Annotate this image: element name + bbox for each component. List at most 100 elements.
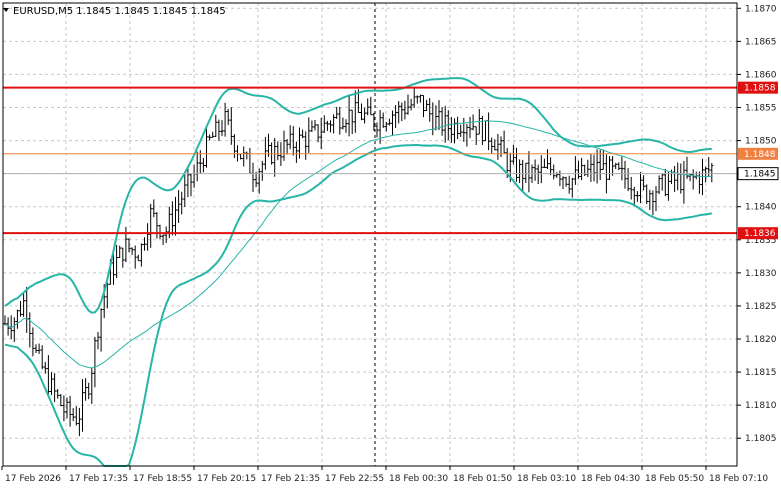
ohlc-bar xyxy=(502,130,506,154)
ohlc-bar xyxy=(533,159,537,181)
ohlc-bar xyxy=(344,119,348,133)
ohlc-bar xyxy=(43,361,47,374)
ohlc-bar xyxy=(660,173,664,191)
ohlc-bar xyxy=(412,86,416,108)
ohlc-bar xyxy=(570,177,574,198)
ohlc-bar xyxy=(65,397,69,419)
ohlc-bar xyxy=(232,134,236,159)
ohlc-bar xyxy=(316,124,320,143)
ohlc-bar xyxy=(707,157,711,177)
ohlc-bar xyxy=(322,115,326,133)
ohlc-bar xyxy=(654,186,658,212)
ohlc-bar xyxy=(598,149,602,181)
ohlc-bar xyxy=(130,247,134,255)
ohlc-bar xyxy=(453,118,456,144)
ohlc-bar xyxy=(353,90,357,133)
ohlc-bar xyxy=(434,105,438,131)
ohlc-bar xyxy=(288,125,292,150)
ohlc-bar xyxy=(177,190,181,223)
ohlc-bar xyxy=(282,130,286,161)
ohlc-bar xyxy=(400,102,404,122)
y-tick-label: 1.1855 xyxy=(745,104,777,114)
ohlc-bar xyxy=(192,164,196,188)
ohlc-bar xyxy=(384,121,388,132)
y-tick-label: 1.1820 xyxy=(745,335,777,345)
x-tick-label: 18 Feb 03:10 xyxy=(517,474,576,484)
ohlc-bar xyxy=(676,162,680,191)
y-tick-label: 1.1840 xyxy=(745,203,777,213)
ohlc-bar xyxy=(673,166,677,192)
ohlc-bar xyxy=(294,141,298,163)
y-tick-label: 1.1860 xyxy=(745,70,777,80)
y-tick-label: 1.1830 xyxy=(745,269,777,279)
ohlc-bar xyxy=(480,115,484,145)
ohlc-bar xyxy=(629,176,633,200)
ohlc-bar xyxy=(201,157,205,173)
ohlc-bar xyxy=(583,164,587,176)
chart-axes: 1.1805 1.1810 1.1815 1.1820 1.1825 1.1830 1.18… xyxy=(1,2,777,484)
ohlc-bar xyxy=(524,162,528,184)
ohlc-bar xyxy=(217,119,221,141)
ohlc-bar xyxy=(620,156,624,181)
ohlc-bar xyxy=(53,373,57,403)
ohlc-bar xyxy=(415,95,419,104)
ohlc-bar xyxy=(592,154,596,182)
ohlc-bar xyxy=(440,107,444,136)
current-price-label: 1.1845 xyxy=(744,170,776,180)
ohlc-bar xyxy=(71,408,75,421)
ohlc-bar xyxy=(325,120,329,131)
ohlc-bar xyxy=(586,159,590,178)
ohlc-bar xyxy=(372,112,376,131)
ohlc-bar xyxy=(112,252,115,285)
current-price-label-bg xyxy=(737,167,779,181)
level-label: 1.1848 xyxy=(744,150,776,160)
ohlc-bar xyxy=(46,355,50,395)
ohlc-bar xyxy=(360,103,363,121)
ohlc-bar xyxy=(474,126,478,146)
ohlc-bar xyxy=(536,164,540,185)
ohlc-bar xyxy=(350,109,354,135)
ohlc-bar xyxy=(589,153,593,182)
ohlc-bar xyxy=(254,171,258,188)
collapse-triangle-icon[interactable] xyxy=(3,8,9,12)
candlestick-series xyxy=(3,86,714,437)
ohlc-bar xyxy=(555,172,559,178)
ohlc-bar xyxy=(580,157,584,181)
x-tick-label: 17 Feb 22:55 xyxy=(325,474,384,484)
ohlc-bar xyxy=(12,317,16,342)
level-label-bg xyxy=(738,81,778,94)
ohlc-bar xyxy=(493,139,497,151)
ohlc-bar xyxy=(527,151,531,193)
ohlc-bar xyxy=(558,170,562,187)
ohlc-bar xyxy=(133,245,137,269)
ohlc-bar xyxy=(462,117,466,142)
level-label-bg xyxy=(738,227,778,240)
ohlc-bar xyxy=(37,343,41,354)
ohlc-bar xyxy=(595,149,599,184)
ohlc-bar xyxy=(347,96,351,137)
ohlc-bar xyxy=(639,172,642,204)
ohlc-bar xyxy=(465,123,469,147)
x-tick-label: 17 Feb 18:55 xyxy=(133,474,192,484)
x-tick-label: 17 Feb 20:15 xyxy=(197,474,256,484)
ohlc-bar xyxy=(242,146,246,167)
moving-average xyxy=(4,120,712,369)
ohlc-bar xyxy=(149,203,153,248)
ohlc-bar xyxy=(124,226,128,263)
ohlc-bar xyxy=(387,118,391,126)
y-tick-label: 1.1805 xyxy=(745,434,777,444)
ohlc-bar xyxy=(490,137,494,154)
ohlc-bar xyxy=(99,308,103,352)
ohlc-bar xyxy=(657,175,661,195)
ohlc-bar xyxy=(341,117,345,130)
ohlc-bar xyxy=(189,173,193,197)
ohlc-bar xyxy=(704,166,708,183)
x-tick-label: 18 Feb 00:30 xyxy=(389,474,448,484)
ohlc-bar xyxy=(542,158,546,169)
ohlc-bar xyxy=(539,155,543,184)
ohlc-bar xyxy=(174,196,177,236)
ohlc-bar xyxy=(449,117,453,143)
ohlc-bar xyxy=(710,163,714,183)
ohlc-bar xyxy=(87,382,91,400)
